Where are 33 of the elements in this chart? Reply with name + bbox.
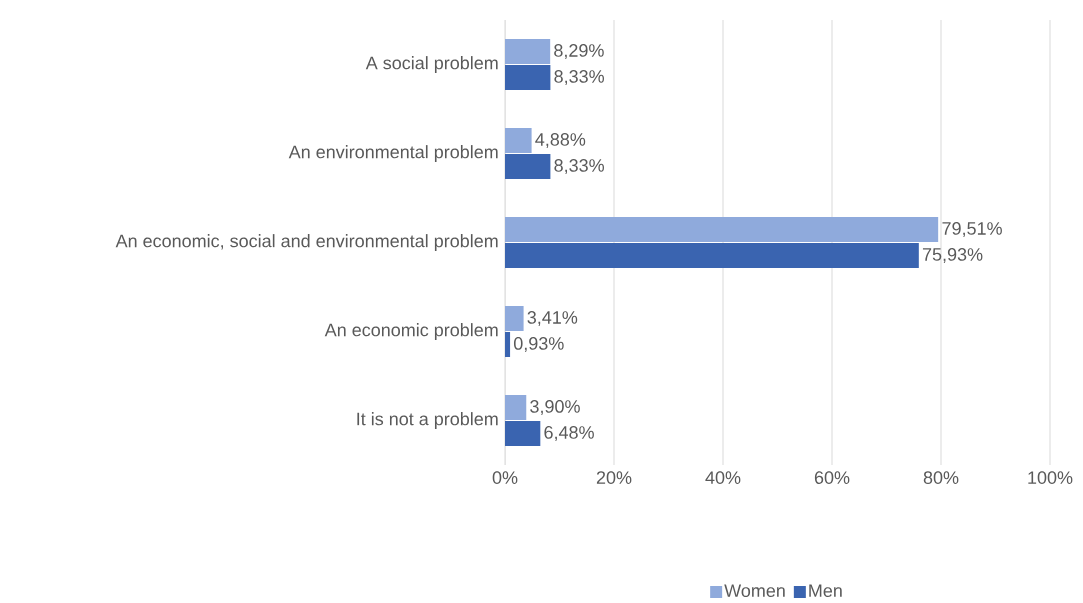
data-label: 79,51% (942, 222, 1002, 237)
data-label: 4,88% (535, 133, 586, 148)
data-label: 0,93% (513, 337, 564, 352)
y-tick-label: It is not a problem (357, 412, 498, 429)
bar (505, 154, 551, 179)
data-label: 8,29% (554, 44, 604, 59)
bar (505, 243, 919, 268)
bar (505, 306, 524, 331)
bar (505, 217, 939, 242)
bar (505, 395, 527, 421)
data-label: 8,33% (554, 159, 604, 174)
data-label: 6,48% (544, 426, 594, 441)
data-label: 8,33% (554, 70, 604, 85)
legend-label: Men (809, 584, 842, 598)
y-tick-label: A social problem (365, 56, 498, 73)
legend-label: Women (724, 584, 785, 598)
y-tick-label: An economic, social and environmental problem (115, 234, 498, 251)
bar (505, 39, 551, 64)
bar (505, 332, 511, 358)
bar (505, 421, 541, 447)
data-label: 3,90% (530, 400, 580, 415)
x-tick-label: 100% (1028, 471, 1073, 484)
bar (505, 65, 551, 90)
data-label: 75,93% (922, 248, 983, 263)
y-tick-label: An environmental problem (288, 145, 498, 162)
x-tick-label: 0% (492, 471, 518, 484)
x-tick-label: 20% (596, 471, 632, 484)
bar (505, 128, 532, 153)
y-tick-label: An economic problem (324, 323, 498, 340)
x-tick-label: 40% (705, 471, 741, 484)
x-tick-label: 80% (923, 471, 959, 484)
x-tick-label: 60% (814, 471, 850, 484)
data-label: 3,41% (527, 311, 578, 326)
